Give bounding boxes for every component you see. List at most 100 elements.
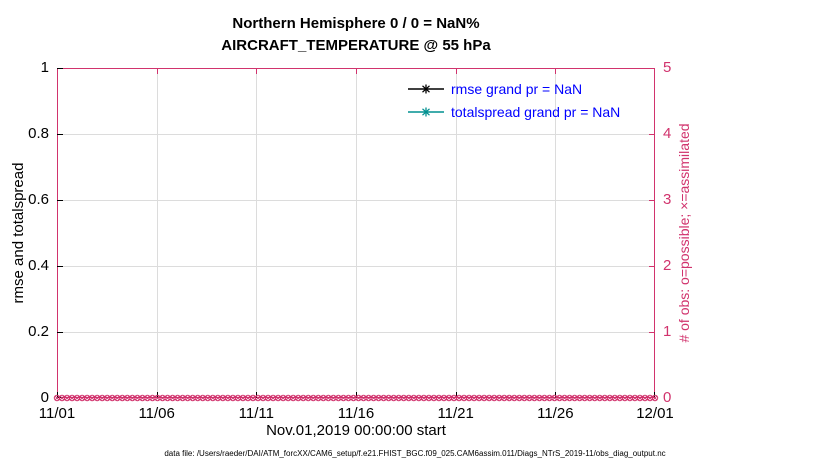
assimilated-obs-marker <box>129 395 135 401</box>
assimilated-obs-marker <box>632 395 638 401</box>
assimilated-obs-marker <box>210 395 216 401</box>
assimilated-obs-marker <box>476 395 482 401</box>
legend-label-totalspread: totalspread grand pr = NaN <box>451 104 621 120</box>
x-axis-tick-label: 11/21 <box>437 405 474 422</box>
legend-item-rmse: rmse grand pr = NaN <box>408 79 620 99</box>
assimilated-obs-marker <box>154 395 161 401</box>
assimilated-obs-marker <box>190 395 196 401</box>
assimilated-obs-marker <box>466 395 472 401</box>
assimilated-obs-marker <box>561 395 568 401</box>
assimilated-obs-marker <box>431 395 437 401</box>
assimilated-obs-marker <box>511 395 517 401</box>
legend-item-totalspread: totalspread grand pr = NaN <box>408 102 620 122</box>
assimilated-obs-marker <box>225 395 231 401</box>
assimilated-obs-marker <box>426 395 432 401</box>
assimilated-obs-marker <box>104 395 110 401</box>
assimilated-obs-marker <box>376 395 382 401</box>
left-axis-label: rmse and totalspread <box>10 162 27 304</box>
assimilated-obs-marker <box>371 395 377 401</box>
assimilated-obs-marker <box>124 395 130 401</box>
assimilated-obs-marker <box>411 395 417 401</box>
assimilated-obs-marker <box>486 395 492 401</box>
assimilated-obs-marker <box>531 395 537 401</box>
assimilated-obs-marker <box>541 395 547 401</box>
assimilated-obs-marker <box>536 395 542 401</box>
x-axis-tick-label: 11/16 <box>337 405 375 422</box>
assimilated-obs-marker <box>109 395 115 401</box>
assimilated-obs-marker <box>335 395 341 401</box>
assimilated-obs-marker <box>587 395 593 401</box>
assimilated-obs-marker <box>310 395 316 401</box>
assimilated-obs-marker <box>461 395 467 401</box>
assimilated-obs-marker <box>250 395 256 401</box>
assimilated-obs-marker <box>471 395 477 401</box>
assimilated-obs-marker <box>386 395 392 401</box>
assimilated-obs-marker <box>94 395 100 401</box>
right-axis-tick-label: 1 <box>663 323 672 340</box>
assimilated-obs-marker <box>215 395 221 401</box>
assimilated-obs-marker <box>245 395 251 401</box>
assimilated-obs-marker <box>270 395 276 401</box>
assimilated-obs-marker <box>89 395 95 401</box>
assimilated-obs-marker <box>280 395 286 401</box>
assimilated-obs-marker <box>627 395 633 401</box>
assimilated-obs-marker <box>506 395 512 401</box>
assimilated-obs-marker <box>496 395 502 401</box>
assimilated-obs-marker <box>355 395 362 401</box>
assimilated-obs-marker <box>577 395 583 401</box>
assimilated-obs-marker <box>159 395 166 401</box>
assimilated-obs-marker <box>74 395 80 401</box>
assimilated-obs-marker <box>149 395 156 401</box>
assimilated-obs-marker <box>451 395 457 401</box>
assimilated-obs-marker <box>366 395 372 401</box>
assimilated-obs-marker <box>396 395 402 401</box>
legend-marker-stroke <box>422 108 430 116</box>
assimilated-obs-marker <box>391 395 397 401</box>
assimilated-obs-marker <box>275 395 281 401</box>
assimilated-obs-marker <box>406 395 412 401</box>
assimilated-obs-marker <box>144 395 151 401</box>
figure-subtitle: AIRCRAFT_TEMPERATURE @ 55 hPa <box>221 37 491 54</box>
assimilated-obs-marker <box>175 395 181 401</box>
assimilated-obs-marker <box>170 395 176 401</box>
assimilated-obs-marker <box>592 395 598 401</box>
legend-label-rmse: rmse grand pr = NaN <box>451 81 583 97</box>
assimilated-obs-marker <box>551 395 558 401</box>
assimilated-obs-marker <box>295 395 301 401</box>
possible-obs-marker <box>651 394 659 402</box>
assimilated-obs-marker <box>139 395 145 401</box>
x-axis-tick-label: 11/11 <box>238 405 274 422</box>
rmse-line-marker-icon <box>408 84 444 94</box>
assimilated-obs-marker <box>456 395 462 401</box>
assimilated-obs-marker <box>285 395 291 401</box>
assimilated-obs-marker <box>54 395 60 401</box>
assimilated-obs-marker <box>79 395 85 401</box>
assimilated-obs-marker <box>436 395 442 401</box>
assimilated-obs-marker <box>69 395 75 401</box>
assimilated-obs-marker <box>637 395 643 401</box>
assimilated-obs-marker <box>99 395 105 401</box>
assimilated-obs-marker <box>64 395 70 401</box>
assimilated-obs-marker <box>617 395 623 401</box>
assimilated-obs-marker <box>622 395 628 401</box>
assimilated-obs-marker <box>647 395 653 401</box>
assimilated-obs-marker <box>315 395 321 401</box>
assimilated-obs-marker <box>235 395 241 401</box>
assimilated-obs-marker <box>119 395 125 401</box>
assimilated-obs-marker <box>220 395 226 401</box>
assimilated-obs-marker <box>265 395 271 401</box>
left-axis-tick-label: 0.6 <box>28 191 49 208</box>
assimilated-obs-marker <box>360 395 367 401</box>
assimilated-obs-marker <box>582 395 588 401</box>
assimilated-obs-marker <box>401 395 407 401</box>
assimilated-obs-marker <box>340 395 346 401</box>
assimilated-obs-marker <box>255 395 261 401</box>
right-axis-tick-label: 4 <box>663 125 672 142</box>
assimilated-obs-marker <box>481 395 487 401</box>
assimilated-obs-marker <box>572 395 578 401</box>
assimilated-obs-marker <box>546 395 553 401</box>
assimilated-obs-marker <box>441 395 447 401</box>
right-axis-tick-label: 5 <box>663 59 672 76</box>
data-file-caption: data file: /Users/raeder/DAI/ATM_forcXX/… <box>164 449 666 458</box>
